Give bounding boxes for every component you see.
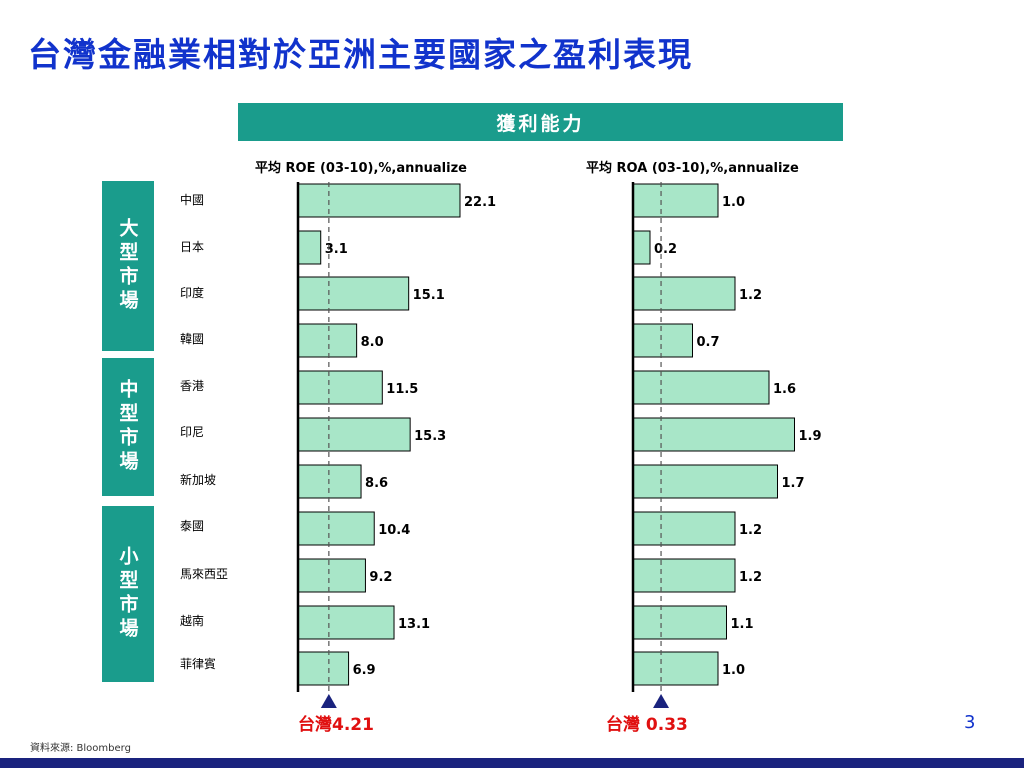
- roa-value-label: 1.0: [722, 663, 745, 678]
- roa-bar: [632, 370, 770, 405]
- roa-value-label: 0.2: [654, 242, 677, 257]
- roa-bar: [632, 183, 719, 218]
- roe-value-label: 8.6: [365, 476, 388, 491]
- country-label: 新加坡: [180, 473, 217, 487]
- market-medium-label: 中型市場: [116, 379, 139, 475]
- roe-value-label: 15.3: [414, 429, 446, 444]
- roa-value-label: 1.0: [722, 195, 745, 210]
- roa-taiwan-label: 台灣 0.33: [606, 715, 688, 735]
- roe-taiwan-marker-icon: [320, 694, 337, 708]
- roe-bar: [297, 651, 350, 686]
- roa-bar: [632, 605, 727, 640]
- roa-value-label: 1.2: [739, 288, 762, 303]
- roa-value-label: 1.1: [731, 617, 754, 632]
- roa-value-label: 1.2: [739, 523, 762, 538]
- country-label: 馬來西亞: [180, 567, 229, 581]
- roe-bar: [297, 276, 410, 311]
- country-label: 印尼: [180, 425, 205, 439]
- country-label: 韓國: [180, 332, 205, 346]
- country-label: 越南: [180, 614, 205, 628]
- roe-bar: [297, 558, 366, 593]
- market-small: 小型市場: [102, 506, 154, 682]
- profitability-banner: 獲利能力: [238, 103, 843, 141]
- roa-taiwan-marker-icon: [653, 694, 670, 708]
- roe-bar: [297, 605, 395, 640]
- roa-bar: [632, 651, 719, 686]
- roa-value-label: 1.9: [799, 429, 822, 444]
- roa-value-label: 1.7: [782, 476, 805, 491]
- roe-value-label: 3.1: [325, 242, 348, 257]
- roa-bar: [632, 276, 736, 311]
- market-medium: 中型市場: [102, 358, 154, 496]
- country-label: 印度: [180, 286, 205, 300]
- market-large: 大型市場: [102, 181, 154, 351]
- country-label: 泰國: [180, 519, 205, 533]
- country-label: 菲律賓: [180, 657, 217, 671]
- roe-taiwan-label: 台灣4.21: [298, 715, 374, 735]
- page-title: 台灣金融業相對於亞洲主要國家之盈利表現: [28, 35, 693, 74]
- roe-bar: [297, 417, 411, 452]
- market-small-label: 小型市場: [116, 546, 139, 642]
- page-number: 3: [964, 712, 976, 733]
- roa-value-label: 0.7: [697, 335, 720, 350]
- roe-value-label: 6.9: [353, 663, 376, 678]
- roe-value-label: 11.5: [386, 382, 418, 397]
- roe-bar: [297, 464, 362, 499]
- roe-value-label: 9.2: [369, 570, 392, 585]
- roe-value-label: 13.1: [398, 617, 430, 632]
- roe-value-label: 8.0: [361, 335, 384, 350]
- roa-bar: [632, 511, 736, 546]
- roa-chart-title: 平均 ROA (03-10),%,annualize: [586, 161, 799, 176]
- roa-bar: [632, 464, 778, 499]
- roe-value-label: 22.1: [464, 195, 496, 210]
- roa-bar: [632, 417, 795, 452]
- roe-bar: [297, 183, 461, 218]
- roa-bar: [632, 558, 736, 593]
- roa-bar: [632, 230, 651, 265]
- roe-bar: [297, 323, 358, 358]
- roe-bar: [297, 511, 375, 546]
- roe-bar: [297, 370, 383, 405]
- market-large-label: 大型市場: [116, 218, 139, 314]
- roa-bar: [632, 323, 693, 358]
- bottom-bar: [0, 758, 1024, 768]
- roa-value-label: 1.2: [739, 570, 762, 585]
- source-note: 資料來源: Bloomberg: [30, 743, 131, 754]
- roe-chart-title: 平均 ROE (03-10),%,annualize: [255, 161, 467, 176]
- country-label: 香港: [180, 379, 205, 393]
- country-label: 中國: [180, 193, 205, 207]
- roe-value-label: 15.1: [413, 288, 445, 303]
- country-label: 日本: [180, 240, 205, 254]
- roa-value-label: 1.6: [773, 382, 796, 397]
- roe-value-label: 10.4: [378, 523, 410, 538]
